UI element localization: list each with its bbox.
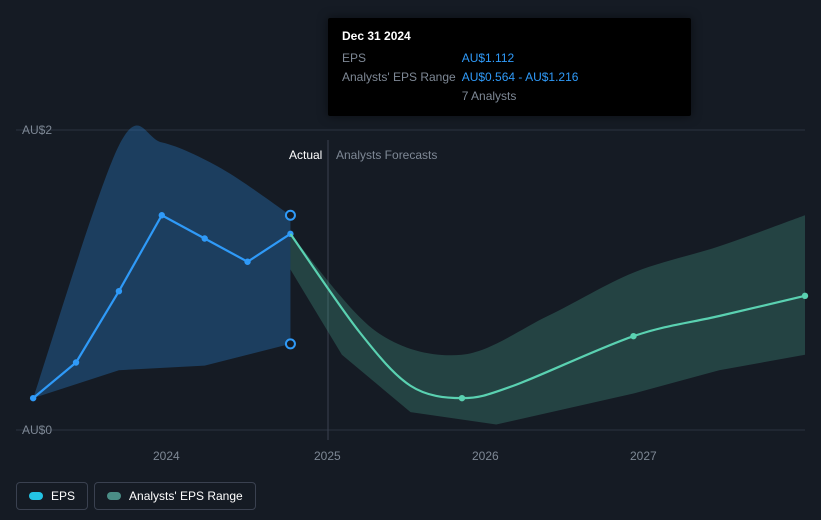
tooltip-row-label: Analysts' EPS Range [342,68,462,87]
chart-tooltip: Dec 31 2024 EPS AU$1.112 Analysts' EPS R… [328,18,691,116]
legend-item-label: EPS [51,489,75,503]
tooltip-row-label [342,87,462,106]
legend-item-range[interactable]: Analysts' EPS Range [94,482,256,510]
eps-chart: AU$2 AU$0 Actual Analysts Forecasts 2024… [0,0,821,520]
legend: EPS Analysts' EPS Range [16,482,256,510]
legend-swatch-icon [107,492,121,500]
legend-swatch-icon [29,492,43,500]
legend-item-eps[interactable]: EPS [16,482,88,510]
y-tick-label-2: AU$2 [22,123,52,137]
tooltip-row-value: 7 Analysts [462,87,585,106]
tooltip-table: EPS AU$1.112 Analysts' EPS Range AU$0.56… [342,49,584,106]
tooltip-row-value: AU$0.564 - AU$1.216 [462,68,585,87]
tooltip-date: Dec 31 2024 [342,28,677,45]
tooltip-row-value: AU$1.112 [462,49,585,68]
legend-item-label: Analysts' EPS Range [129,489,243,503]
x-tick-2026: 2026 [472,449,499,463]
x-tick-2024: 2024 [153,449,180,463]
tooltip-row-label: EPS [342,49,462,68]
label-actual: Actual [289,148,322,162]
y-tick-label-0: AU$0 [22,423,52,437]
x-tick-2025: 2025 [314,449,341,463]
label-forecast: Analysts Forecasts [336,148,437,162]
x-tick-2027: 2027 [630,449,657,463]
